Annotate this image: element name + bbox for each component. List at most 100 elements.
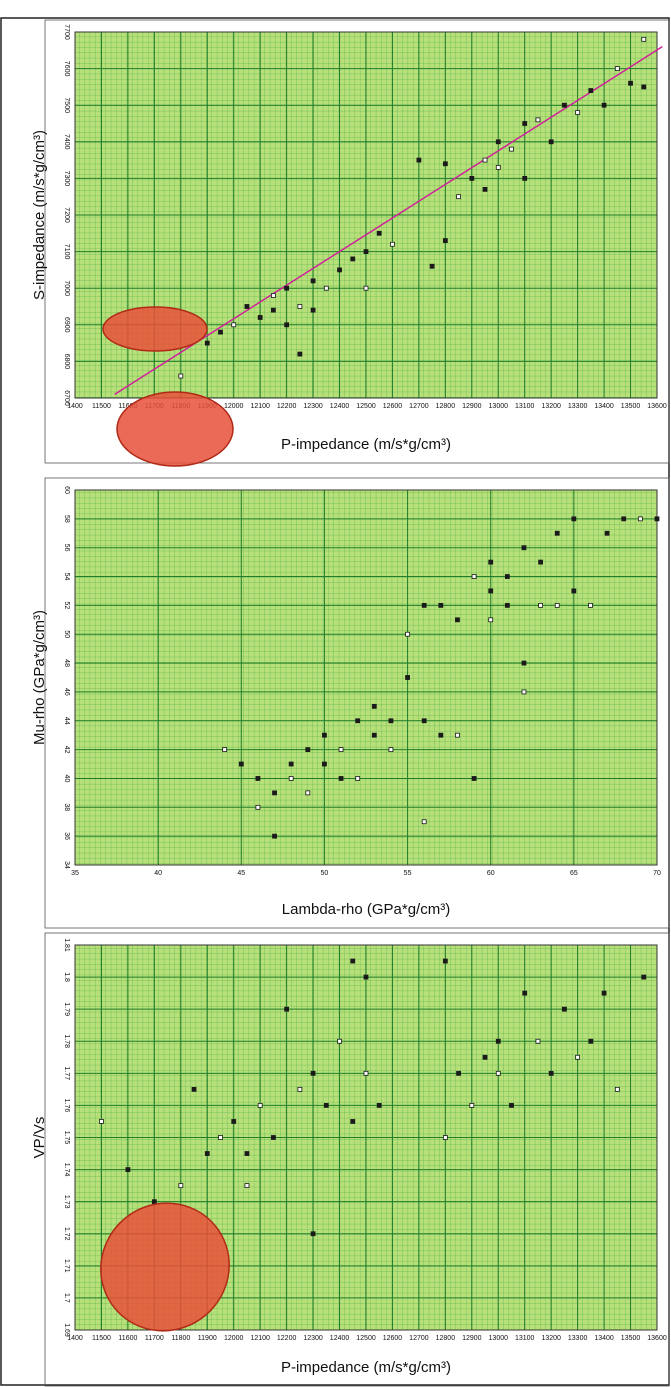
point bbox=[204, 340, 210, 346]
x-axis-label: Lambda-rho (GPa*g/cm³) bbox=[282, 901, 450, 918]
point bbox=[371, 732, 377, 738]
point bbox=[442, 161, 448, 167]
y-tick-label: 7600 bbox=[63, 61, 70, 77]
y-tick-label: 34 bbox=[63, 861, 70, 869]
point bbox=[244, 304, 250, 309]
point bbox=[338, 747, 344, 753]
point bbox=[535, 117, 541, 123]
point bbox=[297, 351, 303, 357]
point bbox=[469, 1103, 475, 1108]
x-tick-label: 13400 bbox=[594, 1335, 614, 1342]
point bbox=[271, 1135, 276, 1140]
point bbox=[178, 373, 184, 379]
x-tick-label: 13200 bbox=[541, 1335, 561, 1342]
x-tick-label: 13300 bbox=[568, 1335, 588, 1342]
x-tick-label: 13000 bbox=[489, 1335, 509, 1342]
y-tick-label: 6700 bbox=[63, 390, 70, 406]
y-axis-label: VP/Vs bbox=[31, 1117, 48, 1159]
point bbox=[363, 249, 369, 255]
y-tick-label: 1.74 bbox=[63, 1163, 70, 1177]
point bbox=[571, 516, 577, 522]
y-axis-label: Mu-rho (GPa*g/cm³) bbox=[31, 610, 48, 745]
y-tick-label: 1.79 bbox=[63, 1002, 70, 1016]
x-tick-label: 12900 bbox=[462, 1335, 482, 1342]
point bbox=[421, 602, 427, 608]
point bbox=[376, 230, 382, 236]
y-tick-label: 7500 bbox=[63, 97, 70, 113]
point bbox=[554, 602, 560, 608]
y-tick-label: 50 bbox=[63, 630, 70, 638]
point bbox=[588, 602, 593, 608]
x-tick-label: 11500 bbox=[92, 403, 111, 410]
point bbox=[504, 574, 510, 579]
point bbox=[482, 186, 488, 192]
point bbox=[350, 256, 356, 262]
x-tick-label: 13300 bbox=[568, 403, 588, 410]
y-tick-label: 1.76 bbox=[63, 1099, 70, 1113]
point bbox=[204, 1151, 210, 1156]
point bbox=[482, 1054, 488, 1060]
point bbox=[272, 833, 277, 839]
x-tick-label: 12600 bbox=[383, 403, 403, 410]
point bbox=[554, 530, 560, 536]
y-tick-label: 1.71 bbox=[63, 1259, 70, 1273]
point bbox=[297, 304, 303, 309]
y-tick-label: 38 bbox=[63, 803, 70, 811]
point bbox=[614, 66, 620, 71]
x-tick-label: 12500 bbox=[356, 1335, 376, 1342]
point bbox=[310, 278, 316, 284]
y-tick-label: 1.81 bbox=[63, 938, 70, 952]
x-tick-label: 40 bbox=[154, 870, 162, 877]
point bbox=[244, 1151, 250, 1156]
x-tick-label: 13100 bbox=[515, 1335, 535, 1342]
x-tick-label: 12200 bbox=[277, 403, 297, 410]
point bbox=[628, 80, 633, 86]
y-tick-label: 6900 bbox=[63, 317, 70, 333]
highlight bbox=[100, 1202, 230, 1332]
point bbox=[310, 307, 316, 313]
trend-line bbox=[114, 46, 663, 395]
y-tick-label: 44 bbox=[63, 717, 70, 725]
point bbox=[455, 617, 460, 623]
point bbox=[548, 1070, 554, 1076]
point bbox=[469, 175, 475, 181]
point bbox=[562, 1006, 567, 1012]
point bbox=[429, 263, 435, 269]
point bbox=[522, 175, 528, 181]
point bbox=[284, 1006, 290, 1012]
x-tick-label: 12700 bbox=[409, 403, 429, 410]
x-tick-label: 13600 bbox=[647, 1335, 667, 1342]
point bbox=[504, 602, 510, 608]
x-tick-label: 1400 bbox=[67, 403, 83, 410]
point bbox=[588, 1038, 594, 1044]
x-tick-label: 13500 bbox=[621, 1335, 641, 1342]
point bbox=[641, 84, 647, 90]
point bbox=[310, 1070, 316, 1076]
point bbox=[562, 102, 567, 108]
point bbox=[521, 660, 527, 666]
point bbox=[338, 776, 344, 781]
x-tick-label: 12900 bbox=[462, 403, 482, 410]
point bbox=[151, 1199, 157, 1205]
y-tick-label: 1.77 bbox=[63, 1067, 70, 1081]
point bbox=[575, 1054, 581, 1060]
x-axis-label: P-impedance (m/s*g/cm³) bbox=[281, 1359, 451, 1376]
x-tick-label: 55 bbox=[404, 870, 412, 877]
y-tick-label: 1.78 bbox=[63, 1034, 70, 1048]
point bbox=[271, 307, 276, 313]
x-tick-label: 12800 bbox=[436, 403, 456, 410]
point bbox=[455, 732, 460, 738]
point bbox=[575, 110, 581, 115]
plot-border bbox=[74, 31, 658, 399]
y-tick-label: 1.73 bbox=[63, 1195, 70, 1209]
x-tick-label: 12300 bbox=[303, 1335, 323, 1342]
x-tick-label: 12000 bbox=[224, 1335, 244, 1342]
point bbox=[322, 732, 327, 738]
y-tick-label: 7700 bbox=[63, 24, 70, 40]
point bbox=[355, 776, 361, 781]
highlight bbox=[102, 306, 208, 352]
y-tick-label: 1.72 bbox=[63, 1227, 70, 1241]
point bbox=[255, 804, 261, 810]
